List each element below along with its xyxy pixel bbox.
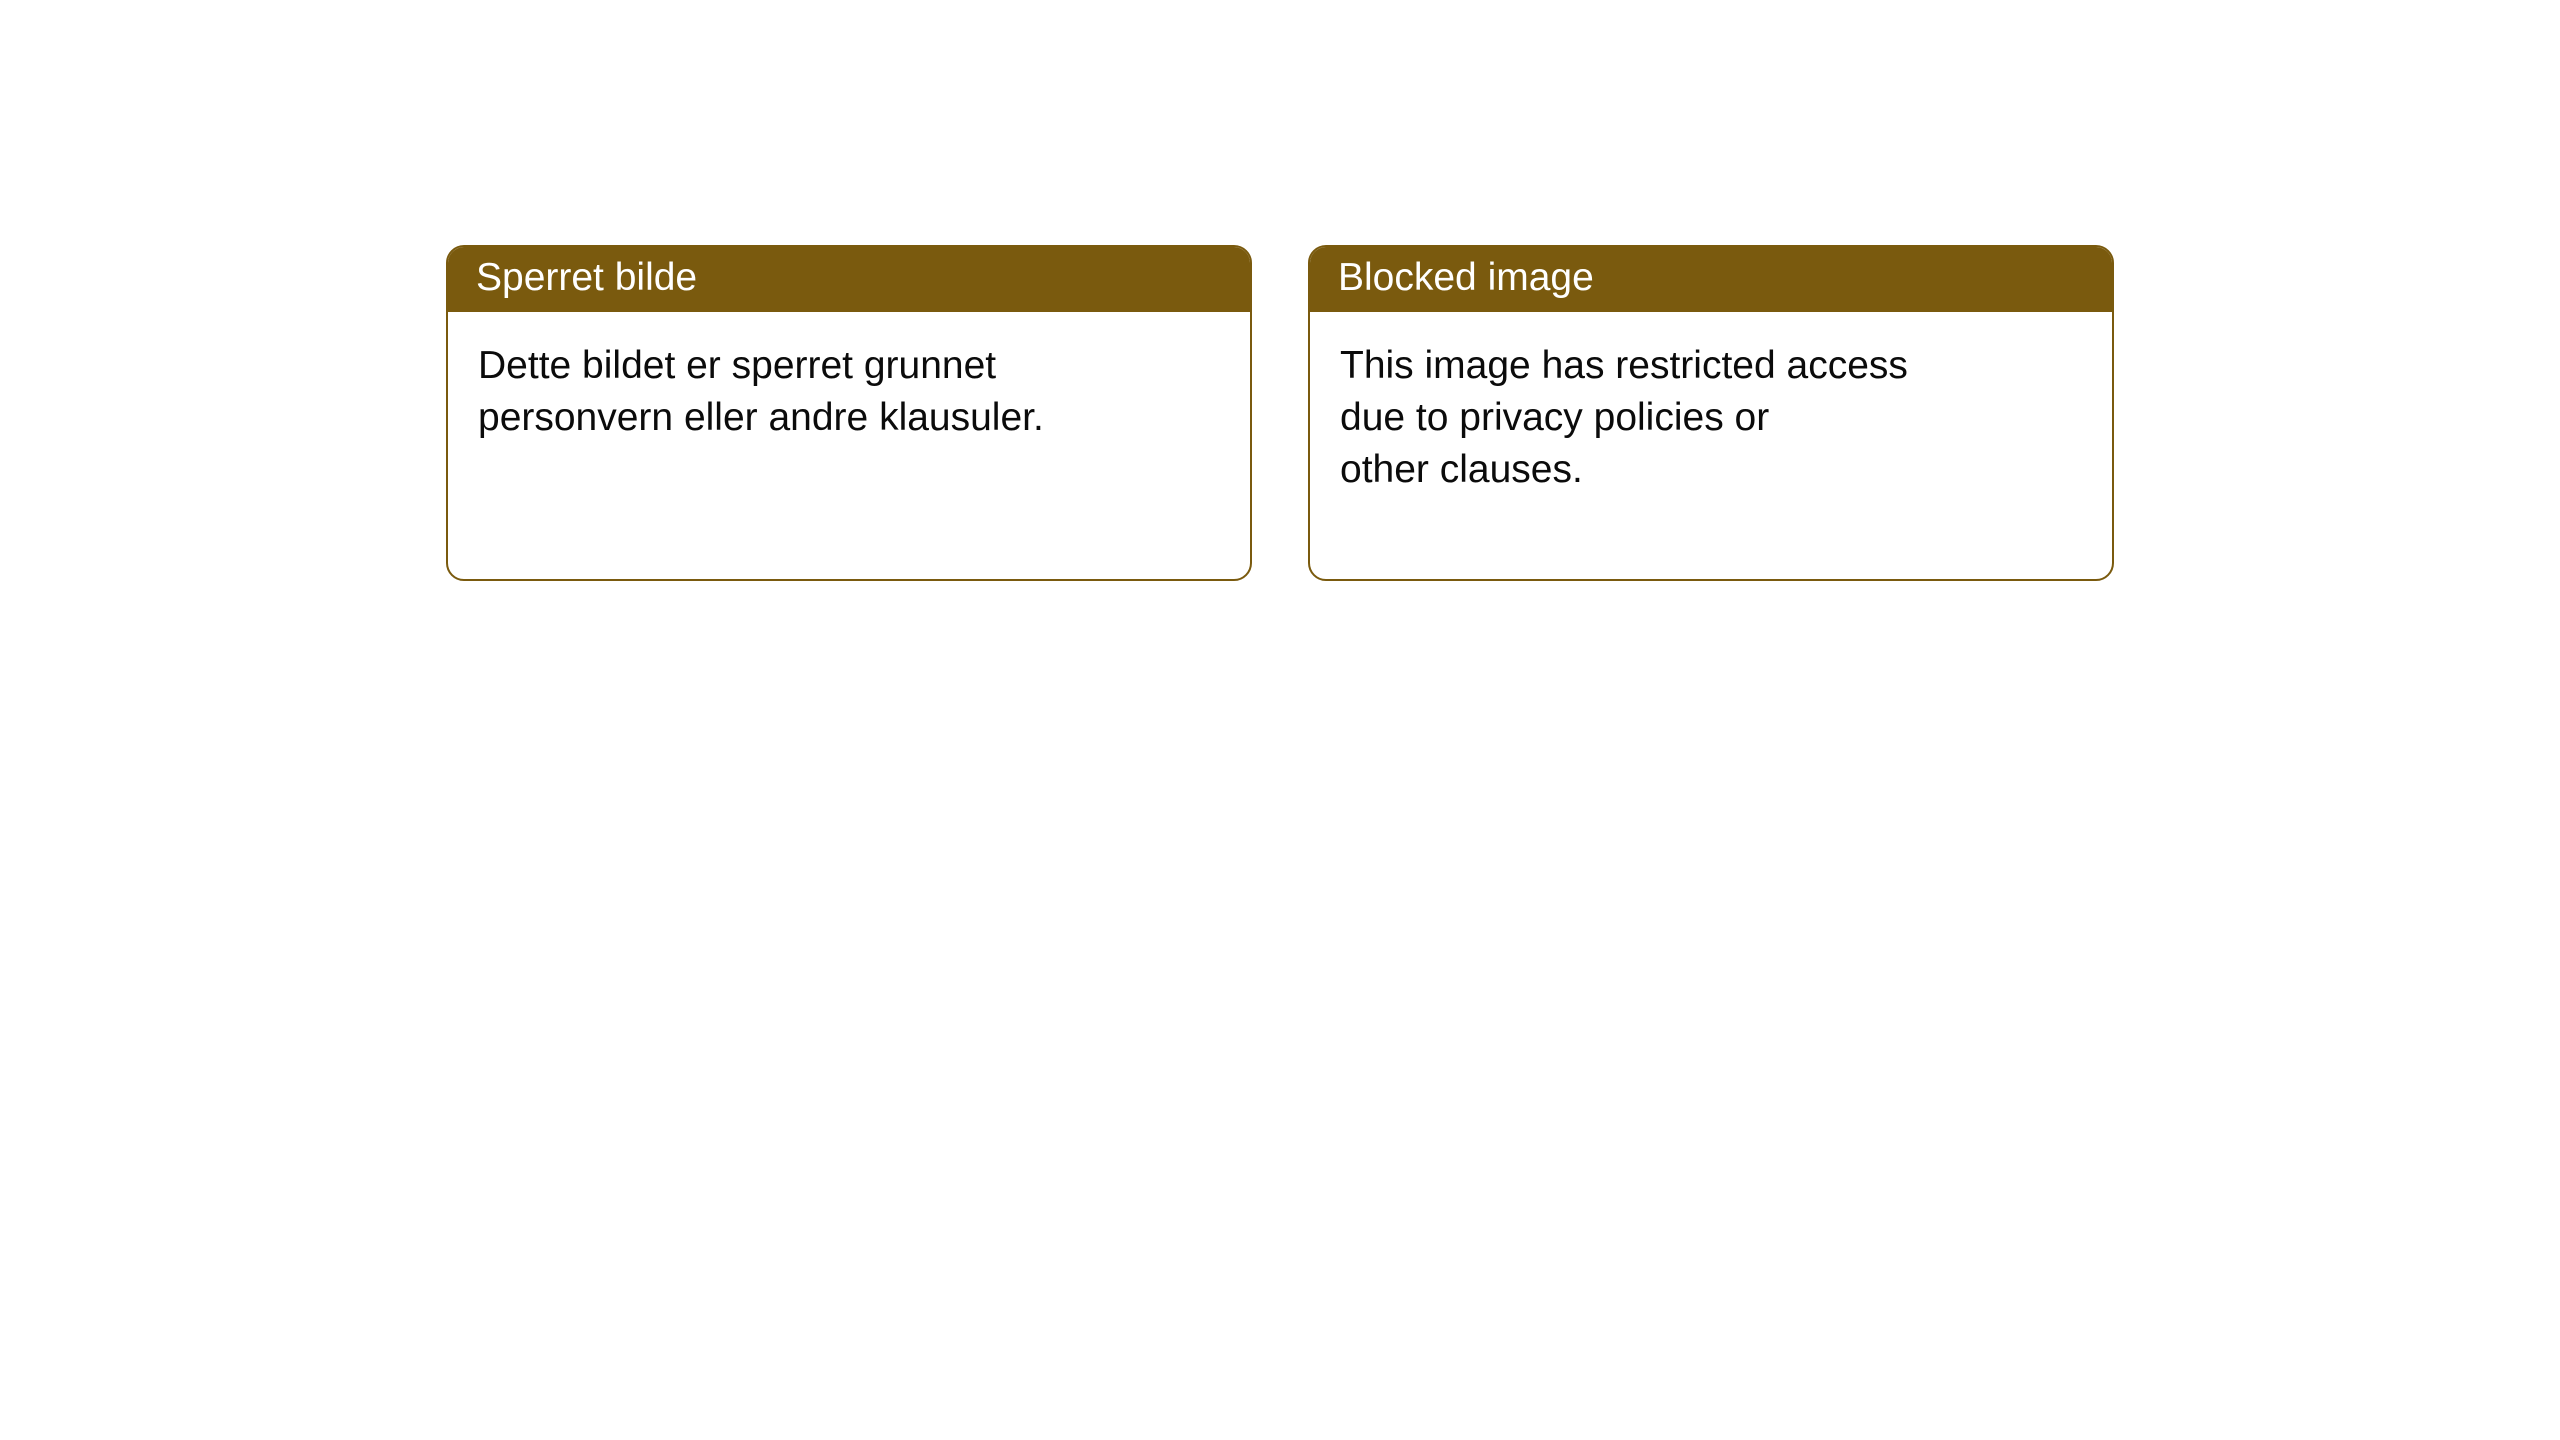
notice-body-norwegian: Dette bildet er sperret grunnet personve… <box>448 312 1250 473</box>
notice-body-english: This image has restricted access due to … <box>1310 312 2112 525</box>
page: Sperret bilde Dette bildet er sperret gr… <box>0 0 2560 1440</box>
notice-card-english: Blocked image This image has restricted … <box>1308 245 2114 581</box>
notice-header-norwegian: Sperret bilde <box>448 247 1250 312</box>
notice-header-english: Blocked image <box>1310 247 2112 312</box>
notice-card-norwegian: Sperret bilde Dette bildet er sperret gr… <box>446 245 1252 581</box>
